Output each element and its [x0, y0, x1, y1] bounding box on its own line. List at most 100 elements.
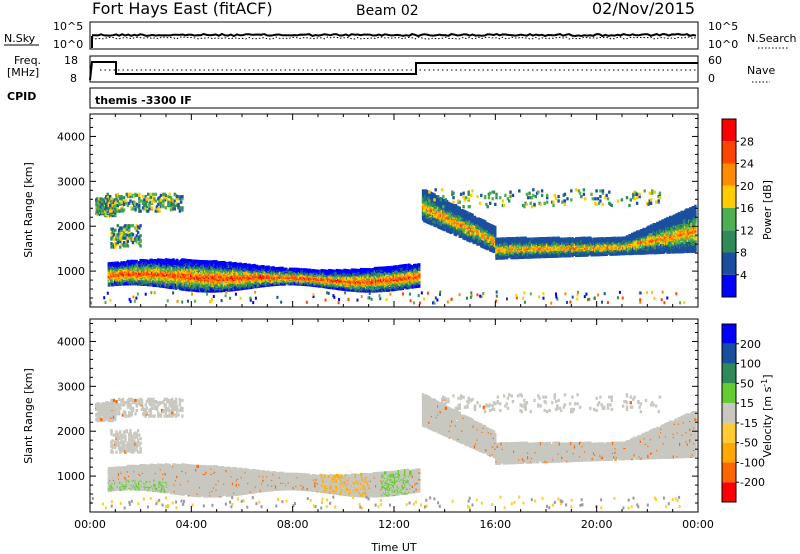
heatmap-cell	[320, 269, 323, 273]
heatmap-cell	[290, 267, 293, 271]
heatmap-cell	[119, 245, 122, 249]
heatmap-cell	[107, 201, 111, 205]
heatmap-cell	[231, 287, 235, 291]
heatmap-cell	[110, 209, 113, 213]
heatmap-cell	[168, 258, 171, 262]
heatmap-cell	[215, 263, 218, 267]
heatmap-cell	[396, 266, 399, 270]
heatmap-cell	[130, 265, 133, 269]
freq-right-tick-bottom: 0	[708, 72, 715, 85]
heatmap-cell	[363, 279, 366, 283]
heatmap-cell	[154, 199, 157, 203]
heatmap-cell	[344, 268, 347, 273]
nave-right-label: Nave	[747, 64, 775, 77]
heatmap-cell	[214, 283, 217, 287]
heatmap-cell	[177, 205, 180, 209]
heatmap-cell	[126, 244, 130, 248]
heatmap-cell	[128, 228, 131, 232]
heatmap-cell	[234, 276, 237, 280]
heatmap-cell	[107, 283, 111, 287]
heatmap-cell	[164, 260, 168, 264]
heatmap-cell	[145, 200, 149, 204]
heatmap-cell	[223, 271, 226, 275]
heatmap-cell	[106, 192, 109, 196]
heatmap-cell	[119, 232, 122, 236]
heatmap-cell	[385, 266, 388, 270]
heatmap-cell	[381, 266, 384, 270]
heatmap-cell	[363, 268, 366, 272]
heatmap-cell	[306, 268, 309, 272]
heatmap-cell	[426, 218, 430, 222]
heatmap-cell	[122, 196, 126, 200]
heatmap-cell	[297, 281, 301, 285]
heatmap-cell	[112, 229, 116, 233]
heatmap-cell	[198, 271, 202, 275]
heatmap-cell	[111, 203, 114, 208]
heatmap-cell	[112, 277, 116, 281]
heatmap-cell	[147, 277, 150, 281]
heatmap-cell	[145, 271, 149, 275]
heatmap-cell	[121, 243, 125, 247]
heatmap-cell	[176, 283, 179, 287]
heatmap-cell	[423, 189, 426, 194]
heatmap-cell	[147, 192, 150, 196]
heatmap-cell	[121, 205, 125, 209]
heatmap-cell	[112, 207, 116, 211]
heatmap-cell	[162, 259, 165, 263]
heatmap-cell	[191, 270, 194, 274]
heatmap-cell	[229, 269, 232, 273]
heatmap-cell	[255, 264, 259, 268]
heatmap-cell	[136, 239, 140, 243]
heatmap-cell	[307, 268, 311, 272]
heatmap-cell	[133, 200, 136, 204]
heatmap-cell	[430, 220, 434, 224]
heatmap-cell	[215, 274, 218, 278]
heatmap-cell	[245, 283, 249, 287]
heatmap-cell	[421, 205, 425, 209]
heatmap-cell	[198, 280, 202, 284]
heatmap-cell	[401, 283, 404, 287]
heatmap-cell	[378, 285, 382, 289]
heatmap-cell	[138, 197, 141, 201]
heatmap-cell	[164, 280, 168, 284]
heatmap-cell	[120, 243, 123, 247]
heatmap-cell	[344, 275, 347, 279]
heatmap-cell	[116, 209, 119, 213]
heatmap-cell	[307, 283, 311, 287]
heatmap-cell	[136, 230, 140, 235]
heatmap-cell	[359, 267, 363, 272]
heatmap-cell	[187, 263, 190, 267]
heatmap-cell	[124, 279, 127, 283]
heatmap-cell	[193, 269, 197, 273]
heatmap-cell	[124, 243, 127, 247]
heatmap-cell	[223, 281, 226, 285]
heatmap-cell	[134, 265, 137, 269]
heatmap-cell	[424, 206, 427, 210]
heatmap-cell	[119, 273, 122, 277]
heatmap-cell	[111, 265, 114, 269]
heatmap-cell	[187, 274, 190, 278]
heatmap-cell	[124, 199, 127, 203]
heatmap-cell	[114, 228, 117, 232]
heatmap-cell	[428, 196, 431, 200]
heatmap-cell	[188, 264, 192, 268]
heatmap-cell	[130, 236, 133, 240]
heatmap-cell	[318, 269, 321, 273]
heatmap-cell	[111, 243, 114, 247]
heatmap-cell	[293, 275, 297, 279]
heatmap-cell	[195, 259, 198, 263]
heatmap-cell	[173, 207, 176, 211]
heatmap-cell	[173, 203, 176, 208]
heatmap-cell	[162, 205, 165, 209]
heatmap-cell	[229, 261, 232, 265]
heatmap-cell	[147, 197, 150, 201]
heatmap-cell	[159, 193, 163, 197]
heatmap-cell	[324, 269, 327, 273]
heatmap-cell	[394, 273, 397, 277]
heatmap-cell	[115, 242, 118, 246]
heatmap-cell	[169, 196, 173, 200]
freq-left-tick-bottom: 8	[70, 72, 77, 85]
freq-left-label-2: [MHz]	[7, 66, 39, 79]
heatmap-cell	[198, 267, 202, 271]
heatmap-cell	[120, 237, 123, 241]
